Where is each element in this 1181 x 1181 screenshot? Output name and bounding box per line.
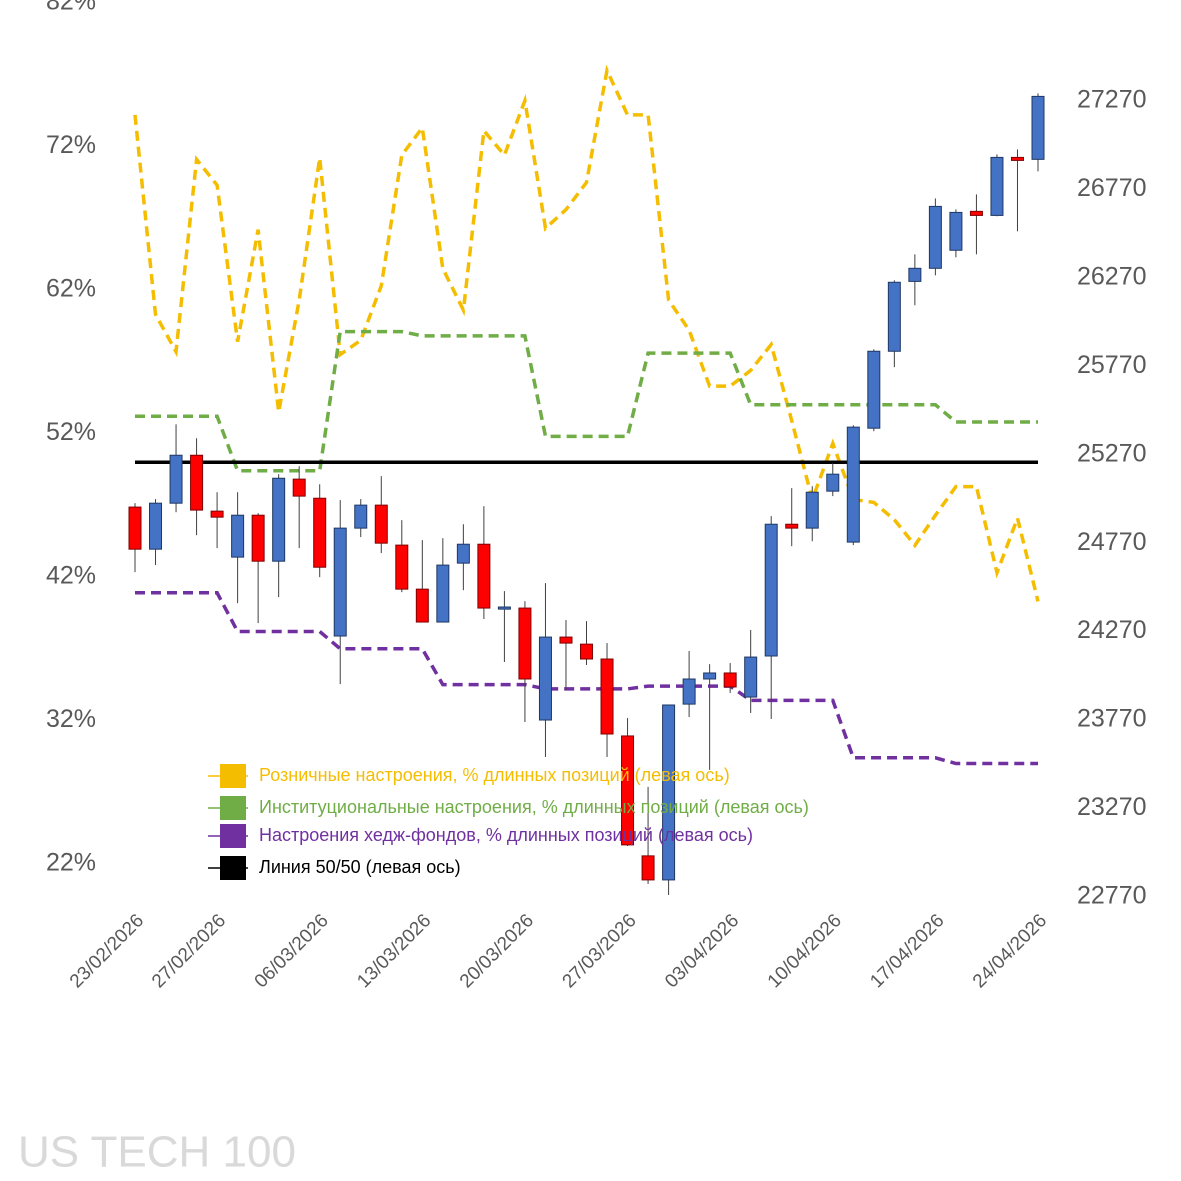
legend-label: Настроения хедж-фондов, % длинных позици… [259,825,753,845]
candle-body [395,544,409,590]
candle-body [272,477,286,562]
candle-body [456,543,470,564]
legend-label: Институциональные настроения, % длинных … [259,797,809,817]
y-tick-label: 32% [46,705,96,733]
candle-body [703,672,717,680]
candle-body [908,267,922,282]
y2-tick-label: 26270 [1077,262,1147,290]
candle-body [518,607,532,680]
candle-body [251,514,265,562]
candle-body [477,543,491,609]
candle-body [969,210,983,216]
candle-body [128,506,142,550]
footer: US TECH 100 [18,1128,296,1177]
candle-body [990,156,1004,216]
candle-body [580,643,593,660]
candle-body [662,704,676,881]
candle-body [949,211,963,251]
y2-tick-label: 24770 [1077,528,1147,556]
candle-body [354,504,368,529]
legend-swatch [220,824,246,848]
series-line [135,591,1038,766]
candle-body [682,678,696,705]
y-tick-label: 62% [46,275,96,303]
candle-body [333,527,347,637]
candle-body [559,636,573,644]
x-tick-label: 24/04/2026 [969,910,1051,992]
legend-label: Розничные настроения, % длинных позиций … [259,765,730,785]
candle-body [928,205,942,269]
candle-body [764,523,778,657]
candle-body [292,478,306,497]
x-tick-label: 06/03/2026 [251,910,333,992]
legend-swatch [220,856,246,880]
candle-body [415,588,429,623]
candle-body [1031,95,1045,160]
x-tick-label: 20/03/2026 [456,910,538,992]
candle-body [785,523,799,529]
y-tick-label: 42% [46,562,96,590]
y2-tick-label: 22770 [1077,882,1147,910]
candle-body [149,502,163,550]
legend-label: Линия 50/50 (левая ось) [259,857,461,877]
y-tick-label: 72% [46,131,96,159]
y2-tick-label: 26770 [1077,174,1147,202]
candle-body [538,636,552,721]
x-tick-label: 13/03/2026 [353,910,435,992]
y-tick-label: 22% [46,849,96,877]
y-tick-label: 82% [46,0,96,16]
x-tick-label: 17/04/2026 [866,910,948,992]
y2-tick-label: 25270 [1077,439,1147,467]
legend-swatch [220,796,246,820]
candle-body [190,454,204,511]
x-tick-label: 27/02/2026 [148,910,230,992]
candle-body [169,454,183,504]
candle-body [374,504,388,544]
candle-body [887,281,901,352]
candle-body [867,350,881,429]
y2-tick-label: 23770 [1077,705,1147,733]
candle-body [1010,156,1024,161]
candle-body [826,473,840,492]
y2-tick-label: 24270 [1077,616,1147,644]
x-tick-label: 10/04/2026 [764,910,846,992]
y-tick-label: 52% [46,418,96,446]
candle-body [621,735,635,846]
candle-body [313,497,327,568]
candle-body [805,491,819,529]
candle-body [436,564,450,623]
x-tick-label: 23/02/2026 [66,910,148,992]
y2-tick-label: 25770 [1077,351,1147,379]
legend-swatch [220,764,246,788]
candle-body [723,672,737,688]
candle-body [846,426,860,543]
y2-tick-label: 23270 [1077,793,1147,821]
series-line [135,329,1038,473]
candle-body [497,606,511,610]
x-tick-label: 03/04/2026 [661,910,743,992]
series-line [133,64,1040,602]
candle-body [744,656,758,698]
y2-tick-label: 27270 [1077,86,1147,114]
candle-body [210,510,224,518]
candle-body [641,855,655,881]
x-tick-label: 27/03/2026 [559,910,641,992]
candle-body [231,514,245,558]
candle-body [600,658,614,735]
